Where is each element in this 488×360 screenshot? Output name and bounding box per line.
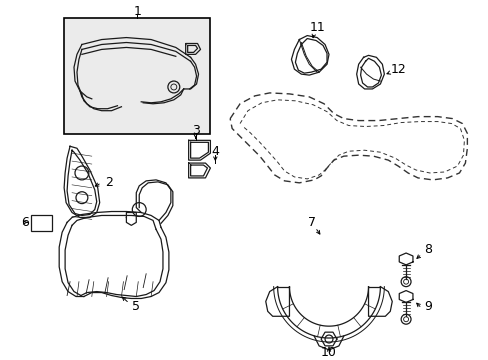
- Text: 5: 5: [132, 300, 140, 313]
- Text: 7: 7: [307, 216, 316, 229]
- Text: 6: 6: [20, 216, 28, 229]
- Text: 11: 11: [308, 21, 325, 34]
- Text: 9: 9: [423, 300, 431, 313]
- Text: 10: 10: [321, 346, 336, 359]
- Text: 12: 12: [389, 63, 405, 76]
- Text: 2: 2: [104, 176, 112, 189]
- Bar: [30, 216, 52, 231]
- Text: 4: 4: [211, 145, 219, 158]
- Bar: [64, 18, 210, 134]
- Text: 3: 3: [191, 124, 199, 137]
- Text: 8: 8: [423, 243, 431, 256]
- Text: 1: 1: [133, 5, 141, 18]
